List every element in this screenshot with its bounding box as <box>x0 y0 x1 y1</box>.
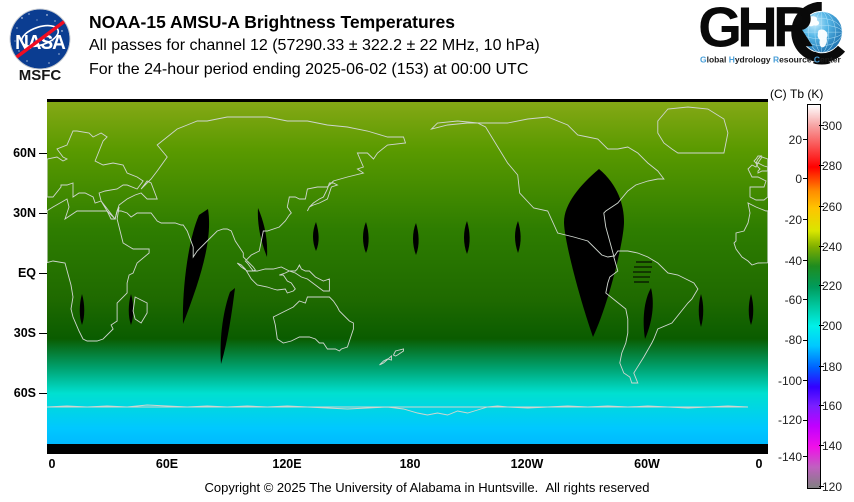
svg-text:Global Hydrology Resource Cent: Global Hydrology Resource Center <box>700 54 841 64</box>
svg-text:GHR: GHR <box>700 2 813 59</box>
svg-text:MSFC: MSFC <box>19 67 62 84</box>
